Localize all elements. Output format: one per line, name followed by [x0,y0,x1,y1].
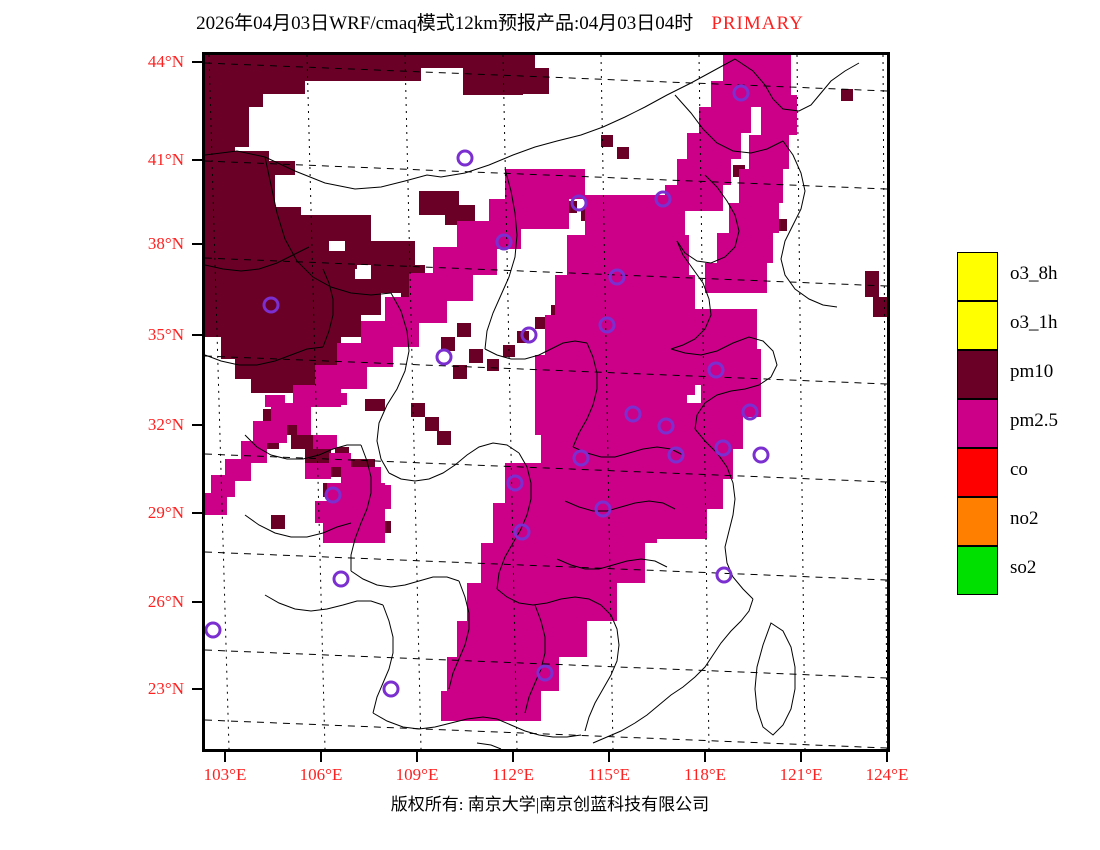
y-tick-label: 26°N [147,592,184,611]
city-marker[interactable] [506,474,524,492]
pm25-field [205,55,797,721]
city-marker[interactable] [598,316,616,334]
city-marker[interactable] [732,84,750,102]
legend-swatch-no2 [957,497,998,546]
city-marker[interactable] [456,149,474,167]
city-marker[interactable] [715,566,733,584]
city-marker[interactable] [714,439,732,457]
legend-label: no2 [1010,508,1039,529]
x-tick-label: 109°E [395,765,439,784]
y-tick [192,688,202,690]
copyright-footer: 版权所有: 南京大学|南京创蓝科技有限公司 [0,790,1100,815]
city-marker[interactable] [594,500,612,518]
y-tick-label: 35°N [147,325,184,344]
legend-label: o3_1h [1010,312,1058,333]
legend-swatch-so2 [957,546,998,595]
city-marker[interactable] [262,296,280,314]
city-marker[interactable] [570,194,588,212]
legend-swatch-o3_8h [957,252,998,301]
city-marker[interactable] [435,348,453,366]
legend-label: pm10 [1010,361,1054,382]
legend-label: co [1010,459,1028,480]
x-tick-label: 106°E [299,765,343,784]
city-marker[interactable] [520,326,538,344]
title-text: 2026年04月03日WRF/cmaq模式12km预报产品:04月03日04时 [196,13,694,34]
graticule [205,55,887,749]
legend-label: so2 [1010,557,1037,578]
y-tick [192,512,202,514]
y-tick [192,334,202,336]
x-tick-label: 121°E [779,765,823,784]
city-marker[interactable] [741,403,759,421]
page-title: 2026年04月03日WRF/cmaq模式12km预报产品:04月03日04时 P… [0,8,1000,35]
x-tick [800,752,802,762]
x-tick [608,752,610,762]
x-tick [886,752,888,762]
x-tick [704,752,706,762]
latitude-lines [205,62,887,749]
city-marker[interactable] [657,417,675,435]
copyright-text: 版权所有: 南京大学|南京创蓝科技有限公司 [390,795,710,814]
x-tick [416,752,418,762]
x-tick-label: 115°E [587,765,631,784]
x-tick [320,752,322,762]
legend-label: pm2.5 [1010,410,1059,431]
y-tick-label: 32°N [147,415,184,434]
y-tick [192,243,202,245]
city-marker[interactable] [752,446,770,464]
city-marker[interactable] [654,190,672,208]
legend-label: o3_8h [1010,263,1058,284]
city-marker[interactable] [707,361,725,379]
x-tick [512,752,514,762]
city-marker[interactable] [624,405,642,423]
y-tick-label: 44°N [147,52,184,71]
map-canvas [205,55,887,749]
x-tick [224,752,226,762]
city-marker[interactable] [205,621,222,639]
x-tick-label: 118°E [683,765,727,784]
legend-swatch-pm10 [957,350,998,399]
primary-tag: PRIMARY [711,13,804,34]
city-marker[interactable] [572,449,590,467]
x-tick-label: 112°E [491,765,535,784]
legend-swatch-pm25 [957,399,998,448]
y-tick-label: 29°N [147,503,184,522]
city-marker[interactable] [536,664,554,682]
y-tick [192,424,202,426]
x-tick-label: 124°E [865,765,909,784]
city-marker[interactable] [608,268,626,286]
y-tick-label: 38°N [147,234,184,253]
city-marker[interactable] [667,446,685,464]
x-tick-label: 103°E [203,765,247,784]
y-tick-label: 23°N [147,679,184,698]
y-tick-label: 41°N [147,150,184,169]
legend-swatch-co [957,448,998,497]
city-marker[interactable] [495,233,513,251]
y-tick [192,601,202,603]
city-marker[interactable] [382,680,400,698]
city-marker[interactable] [324,486,342,504]
city-marker-group[interactable] [205,84,770,698]
legend-swatch-o3_1h [957,301,998,350]
map-plot-area[interactable] [202,52,890,752]
city-marker[interactable] [513,523,531,541]
y-tick [192,159,202,161]
city-marker[interactable] [332,570,350,588]
y-tick [192,61,202,63]
